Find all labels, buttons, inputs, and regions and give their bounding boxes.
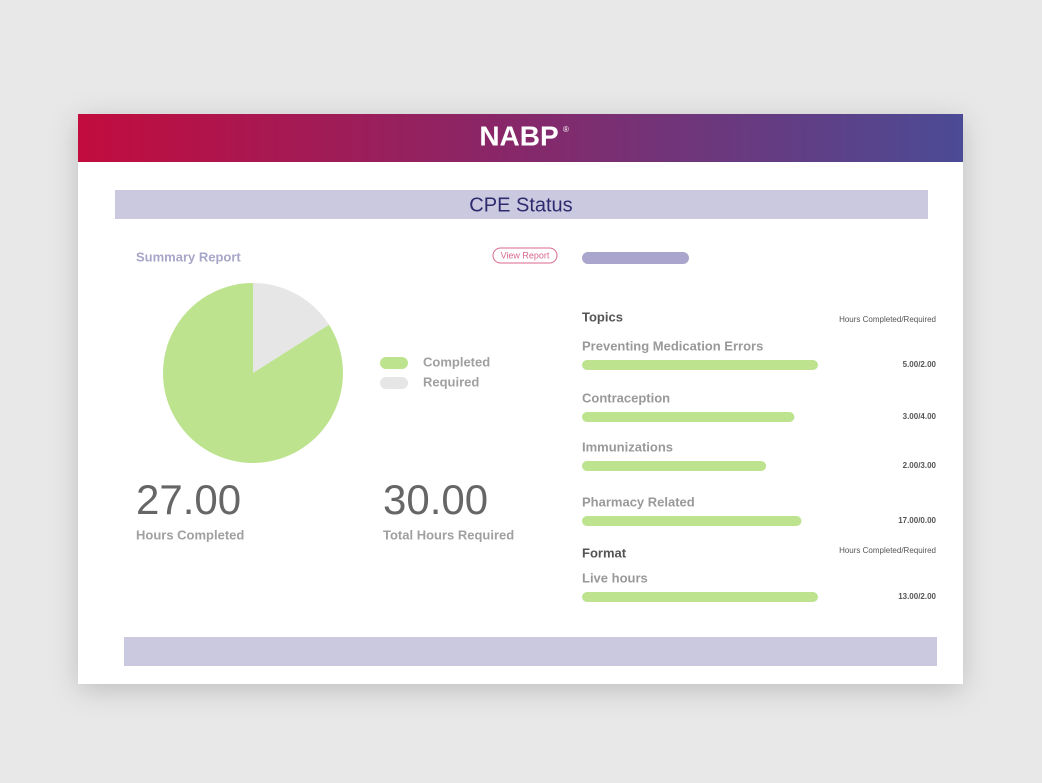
item-name: Live hours — [582, 570, 648, 585]
topics-heading: Topics — [582, 309, 623, 324]
title-bar — [115, 190, 928, 219]
item-name: Contraception — [582, 390, 670, 405]
legend-label: Completed — [423, 354, 490, 369]
item-hours: 17.00/0.00 — [898, 516, 936, 525]
pie-slice — [253, 283, 329, 373]
legend-swatch — [380, 357, 408, 369]
progress-bar — [582, 592, 818, 602]
view-report-button[interactable] — [492, 247, 558, 264]
placeholder-pill — [582, 252, 689, 264]
logo: NABP — [479, 120, 558, 151]
progress-bar — [582, 516, 802, 526]
total-value: 30.00 — [383, 476, 488, 523]
column-label: Hours Completed/Required — [839, 546, 936, 555]
legend-swatch — [380, 377, 408, 389]
view-report-text[interactable]: View Report — [501, 250, 550, 260]
logo-mark: ® — [563, 125, 569, 134]
legend-label: Required — [423, 374, 479, 389]
format-heading: Format — [582, 545, 627, 560]
item-hours: 5.00/2.00 — [903, 360, 937, 369]
total-label: Total Hours Required — [383, 527, 514, 542]
progress-bar — [582, 461, 767, 471]
pie-slice — [163, 283, 343, 463]
item-hours: 2.00/3.00 — [903, 461, 937, 470]
progress-bar — [582, 360, 818, 370]
item-name: Preventing Medication Errors — [582, 338, 763, 353]
item-name: Pharmacy Related — [582, 494, 695, 509]
item-name: Immunizations — [582, 439, 673, 454]
total-label: Hours Completed — [136, 527, 244, 542]
summary-label: Summary Report — [136, 249, 241, 264]
total-value: 27.00 — [136, 476, 241, 523]
column-label: Hours Completed/Required — [839, 315, 936, 324]
header-bar — [78, 114, 963, 162]
page-title: CPE Status — [469, 194, 572, 216]
item-hours: 3.00/4.00 — [903, 412, 937, 421]
footer-bar — [124, 637, 937, 666]
progress-bar — [582, 412, 795, 422]
item-hours: 13.00/2.00 — [898, 592, 936, 601]
